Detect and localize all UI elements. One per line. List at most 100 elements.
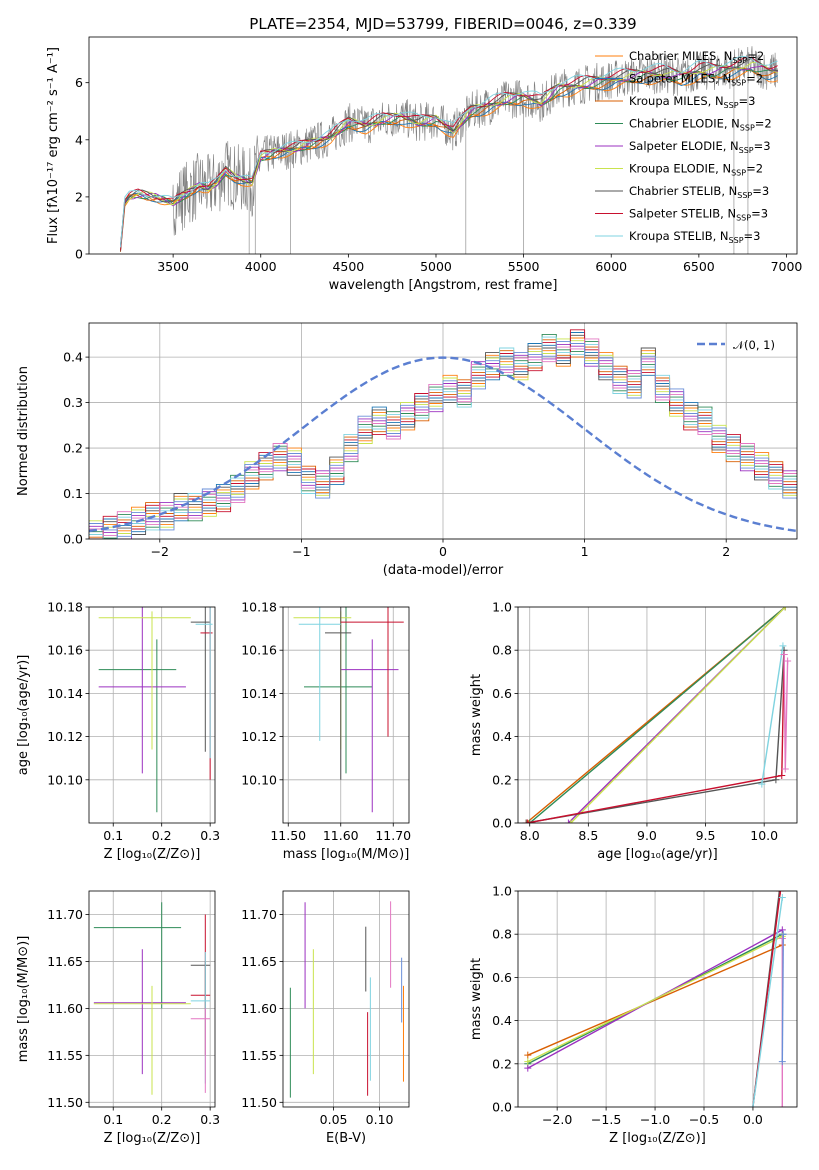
x-tick-label: 6500 — [683, 259, 715, 274]
y-tick-label: 10.16 — [241, 643, 277, 658]
weight-marker — [781, 765, 789, 773]
legend-entry: Salpeter ELODIE, NSSP=3 — [629, 139, 771, 155]
legend-entry: Chabrier STELIB, NSSP=3 — [629, 184, 769, 200]
x-tick-label: 11.60 — [323, 828, 359, 843]
x-tick-label: 11.70 — [375, 828, 411, 843]
legend-subscript: SSP — [737, 191, 752, 200]
x-tick-label: 9.5 — [696, 828, 716, 843]
axes-frame — [517, 606, 798, 824]
legend-entry: Kroupa ELODIE, NSSP=2 — [629, 162, 763, 178]
plot-area-age-vs-mass — [293, 607, 404, 813]
weight-marker — [778, 771, 786, 779]
y-axis-label: Flux [fλ10⁻¹⁷ erg cm⁻² s⁻¹ A⁻¹] — [46, 47, 61, 244]
weight-marker — [772, 776, 780, 784]
weight-series — [570, 607, 786, 823]
x-axis-label: age [log₁₀(age/yr)] — [597, 847, 718, 862]
x-tick-label: 1 — [581, 544, 589, 559]
model-spectrum — [120, 56, 778, 251]
x-tick-label: 0.10 — [366, 1112, 394, 1127]
y-tick-label: 1.0 — [492, 884, 512, 899]
y-tick-label: 0.1 — [63, 486, 83, 501]
x-tick-label: 2 — [722, 544, 730, 559]
y-tick-label: 10.12 — [47, 729, 83, 744]
x-tick-label: −1 — [292, 544, 310, 559]
y-tick-label: 10.14 — [47, 686, 83, 701]
x-tick-label: 0.0 — [743, 1112, 763, 1127]
y-tick-label: 0.8 — [492, 643, 512, 658]
y-tick-label: 10.10 — [241, 772, 277, 787]
weight-marker — [758, 780, 766, 788]
x-tick-label: 8.0 — [520, 828, 540, 843]
legend-entry: Salpeter MILES, NSSP=2 — [629, 72, 763, 88]
model-spectrum — [120, 58, 778, 252]
x-tick-label: −2 — [151, 544, 169, 559]
panel-mass-weight-vs-age: 8.0 8.5 9.0 9.5 10.0 0.0 0.2 0.4 0.6 0.8 1.0 age [l… — [469, 600, 798, 862]
weight-marker — [567, 819, 575, 823]
legend-entry: Chabrier MILES, NSSP=2 — [629, 49, 764, 65]
weight-marker — [779, 930, 787, 938]
weight-marker — [780, 651, 788, 659]
y-tick-label: 11.65 — [241, 954, 277, 969]
weight-marker — [778, 935, 786, 943]
weight-marker — [749, 1103, 757, 1107]
weight-marker — [524, 1064, 532, 1072]
legend-entry: Kroupa STELIB, NSSP=3 — [629, 229, 760, 245]
plot-area-spectrum — [120, 46, 778, 254]
weight-marker — [778, 926, 786, 934]
x-tick-label: −2.0 — [542, 1112, 572, 1127]
x-tick-label: 8.5 — [578, 828, 598, 843]
model-spectrum — [120, 65, 778, 247]
x-tick-label: 0 — [439, 544, 447, 559]
legend-entry: Chabrier ELODIE, NSSP=2 — [629, 117, 772, 133]
axes-frame — [517, 890, 798, 1108]
y-tick-label: 11.60 — [241, 1001, 277, 1016]
axes-frame — [282, 890, 410, 1108]
residual-histogram — [89, 341, 797, 537]
y-tick-label: 11.55 — [47, 1048, 83, 1063]
x-tick-label: 0.3 — [200, 1112, 220, 1127]
legend-subscript: SSP — [729, 236, 744, 245]
y-tick-label: 0.2 — [492, 1056, 512, 1071]
y-tick-label: 0.2 — [63, 441, 83, 456]
weight-series — [527, 944, 783, 1056]
x-tick-label: 0.3 — [200, 828, 220, 843]
plot-area-mass-vs-EBV — [289, 901, 404, 1098]
y-tick-label: 0.6 — [492, 686, 512, 701]
model-spectrum — [120, 55, 778, 248]
legend-subscript: SSP — [739, 146, 754, 155]
weight-series — [752, 897, 783, 1107]
panel-spectrum: 3500 4000 4500 5000 5500 6000 6500 7000 0 2 4 6 wave… — [46, 36, 802, 293]
y-tick-label: 0.4 — [492, 1013, 512, 1028]
panel-age-vs-Z: 0.1 0.2 0.3 10.10 10.12 10.14 10.16 10.18 Z [log… — [16, 600, 220, 863]
x-tick-label: 4000 — [245, 259, 277, 274]
axes-frame — [88, 606, 216, 824]
x-tick-label: 4500 — [332, 259, 364, 274]
plot-area-age-vs-Z — [98, 607, 213, 813]
x-tick-label: 6000 — [595, 259, 627, 274]
y-axis-label: age [log₁₀(age/yr)] — [16, 655, 31, 776]
panel-residuals: −2 −1 0 1 2 0.0 0.1 0.2 0.3 0.4 (data-model)/error… — [16, 322, 798, 578]
legend-rest: =3 — [744, 229, 761, 243]
axes-frame — [88, 322, 798, 540]
axes-frame — [88, 36, 798, 255]
legend-subscript: SSP — [740, 124, 755, 133]
legend-rest: =2 — [755, 117, 772, 131]
y-tick-label: 10.10 — [47, 772, 83, 787]
y-tick-label: 10.18 — [47, 600, 83, 615]
weight-series — [529, 607, 786, 823]
y-tick-label: 10.12 — [241, 729, 277, 744]
legend-rest: =3 — [754, 139, 771, 153]
y-axis-label: mass weight — [469, 674, 484, 756]
legend: Chabrier MILES, NSSP=2 Salpeter MILES, NS… — [595, 49, 772, 245]
y-tick-label: 11.55 — [241, 1048, 277, 1063]
weight-marker — [784, 657, 792, 665]
x-tick-label: 5000 — [420, 259, 452, 274]
x-axis-label: Z [log₁₀(Z/Z⊙)] — [104, 847, 201, 862]
y-tick-label: 0.4 — [63, 350, 83, 365]
weight-marker — [523, 819, 531, 823]
x-axis-label: mass [log₁₀(M/M⊙)] — [283, 847, 410, 862]
legend-subscript: SSP — [724, 101, 739, 110]
y-tick-label: 2 — [75, 189, 83, 204]
weight-series — [761, 645, 784, 785]
